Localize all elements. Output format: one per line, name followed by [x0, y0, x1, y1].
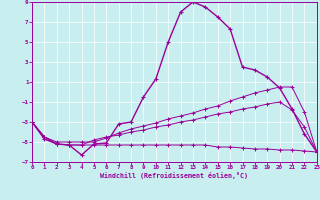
X-axis label: Windchill (Refroidissement éolien,°C): Windchill (Refroidissement éolien,°C) [100, 172, 248, 179]
